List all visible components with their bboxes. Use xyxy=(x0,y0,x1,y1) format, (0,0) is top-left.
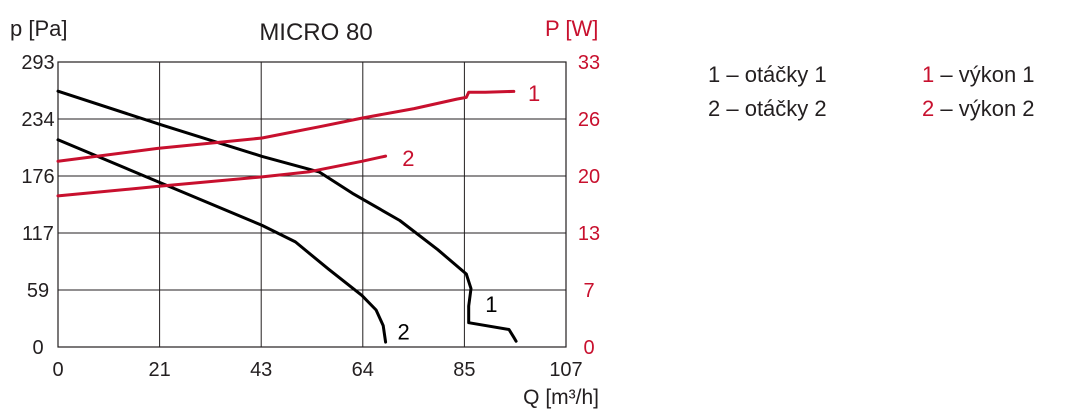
y-right-tick-label: 26 xyxy=(578,109,600,131)
legend-number: 2 xyxy=(708,96,721,121)
y-left-tick-label: 293 xyxy=(21,52,54,74)
legend-text: – výkon 2 xyxy=(934,96,1035,121)
series-layer: 1 2 1 2 xyxy=(56,81,540,344)
curve-label: 2 xyxy=(402,146,414,171)
y-right-axis-label: P [W] xyxy=(545,16,598,41)
legend-item-otacky-1: 1 – otáčky 1 xyxy=(708,62,827,88)
x-tick-label: 64 xyxy=(352,359,374,381)
y-left-tick-label: 0 xyxy=(32,337,43,359)
y-left-axis-label: p [Pa] xyxy=(10,16,67,41)
legend-number: 1 xyxy=(922,62,935,87)
y-right-tick-label: 20 xyxy=(578,166,600,188)
x-tick-label: 85 xyxy=(453,359,475,381)
x-axis-label: Q [m³/h] xyxy=(523,386,599,409)
x-tick-label: 21 xyxy=(148,359,170,381)
power-curve-1 xyxy=(56,89,516,163)
y-right-tick-label: 7 xyxy=(583,280,594,302)
legend-text: – výkon 1 xyxy=(934,62,1035,87)
x-tick-label: 107 xyxy=(549,359,582,381)
chart-title: MICRO 80 xyxy=(259,19,372,46)
legend-item-otacky-2: 2 – otáčky 2 xyxy=(708,96,827,122)
legend-text: – otáčky 2 xyxy=(720,96,827,121)
pressure-curve-2 xyxy=(56,138,388,344)
curve-label: 1 xyxy=(485,292,497,317)
power-curve-2 xyxy=(56,154,388,198)
legend-item-vykon-2: 2 – výkon 2 xyxy=(922,96,1035,122)
curve-label: 2 xyxy=(397,319,409,344)
legend-text: – otáčky 1 xyxy=(720,62,827,87)
pressure-curve-1 xyxy=(56,89,518,343)
plot-frame xyxy=(57,61,567,348)
y-left-tick-label: 234 xyxy=(21,109,54,131)
y-left-tick-label: 59 xyxy=(27,280,49,302)
y-right-tick-label: 33 xyxy=(578,52,600,74)
legend-item-vykon-1: 1 – výkon 1 xyxy=(922,62,1035,88)
legend-number: 2 xyxy=(922,96,935,121)
legend-number: 1 xyxy=(708,62,721,87)
y-right-tick-label: 0 xyxy=(583,337,594,359)
x-tick-label: 0 xyxy=(52,359,63,381)
y-right-tick-label: 13 xyxy=(578,223,600,245)
curve-label: 1 xyxy=(528,81,540,106)
y-left-tick-label: 117 xyxy=(22,223,54,245)
x-tick-label: 43 xyxy=(250,359,272,381)
y-left-tick-label: 176 xyxy=(21,166,54,188)
